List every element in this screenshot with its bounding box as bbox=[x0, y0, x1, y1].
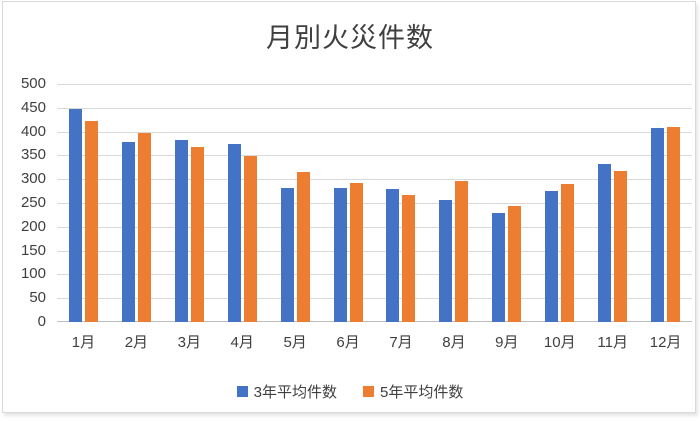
bar bbox=[402, 194, 416, 322]
legend-item: 5年平均件数 bbox=[363, 381, 463, 402]
y-tick-label: 0 bbox=[37, 313, 46, 330]
x-tick-label: 1月 bbox=[71, 334, 96, 351]
legend-label: 5年平均件数 bbox=[380, 384, 464, 401]
y-tick-label: 150 bbox=[20, 241, 46, 259]
bar bbox=[651, 127, 665, 322]
x-axis-labels: 1月 2月 3月 4月 5月 6月 7月 8月 9月 10月 11月 12月 bbox=[57, 331, 692, 352]
y-tick-label: 100 bbox=[20, 265, 46, 283]
bar-group bbox=[163, 84, 216, 322]
bar-group bbox=[639, 84, 692, 322]
bar-group bbox=[110, 84, 163, 322]
bar bbox=[455, 180, 469, 322]
y-tick-label: 450 bbox=[20, 98, 46, 116]
x-tick-label: 7月 bbox=[389, 334, 413, 351]
gridline bbox=[57, 131, 692, 133]
bar-group bbox=[533, 84, 586, 322]
legend-item: 3年平均件数 bbox=[236, 381, 337, 402]
gridline bbox=[57, 203, 692, 204]
x-tick-label: 5月 bbox=[283, 334, 307, 351]
bar bbox=[227, 143, 241, 322]
bar-groups bbox=[57, 84, 692, 322]
bar bbox=[174, 139, 188, 322]
plot-area bbox=[57, 84, 692, 322]
bar bbox=[333, 187, 347, 322]
chart-title: 月別火災件数 bbox=[266, 23, 434, 53]
bar-group bbox=[269, 84, 322, 322]
bar bbox=[386, 188, 400, 322]
gridline bbox=[57, 179, 692, 181]
legend-swatch-icon bbox=[236, 386, 248, 397]
y-tick-label: 50 bbox=[29, 289, 46, 307]
bar bbox=[545, 190, 559, 322]
gridline bbox=[57, 274, 692, 276]
bar bbox=[190, 146, 204, 322]
bar bbox=[137, 133, 151, 322]
x-tick-label: 10月 bbox=[543, 334, 576, 351]
bar bbox=[614, 170, 628, 322]
bar-group bbox=[57, 84, 110, 322]
bar bbox=[561, 184, 575, 322]
gridline bbox=[57, 107, 692, 109]
y-tick-label: 500 bbox=[20, 75, 46, 92]
bar bbox=[508, 206, 522, 322]
bar bbox=[68, 108, 82, 322]
bar-group bbox=[480, 84, 533, 322]
bar bbox=[439, 200, 453, 322]
legend-swatch-icon bbox=[363, 386, 374, 397]
y-tick-label: 300 bbox=[20, 170, 46, 188]
bar bbox=[84, 121, 98, 322]
gridline bbox=[57, 250, 692, 252]
y-tick-label: 200 bbox=[20, 217, 46, 235]
legend-label: 3年平均件数 bbox=[253, 384, 337, 401]
x-tick-label: 2月 bbox=[124, 334, 149, 351]
bar bbox=[598, 164, 612, 322]
bar-group bbox=[427, 84, 480, 322]
bar bbox=[667, 127, 681, 322]
legend: 3年平均件数 5年平均件数 bbox=[0, 381, 700, 402]
x-tick-label: 3月 bbox=[177, 334, 201, 351]
x-tick-label: 4月 bbox=[230, 334, 254, 351]
x-tick-label: 9月 bbox=[495, 334, 519, 351]
y-axis-labels: 0 50 100 150 200 250 300 350 400 450 500 bbox=[0, 75, 46, 330]
bar bbox=[243, 155, 257, 322]
y-tick-label: 250 bbox=[20, 194, 46, 211]
gridline bbox=[57, 226, 692, 228]
y-tick-label: 350 bbox=[20, 146, 46, 164]
bar-group bbox=[216, 84, 269, 322]
x-tick-label: 12月 bbox=[649, 334, 682, 351]
chart-border bbox=[2, 1, 696, 413]
bar bbox=[121, 142, 135, 322]
bar bbox=[296, 171, 310, 322]
x-tick-label: 6月 bbox=[336, 334, 360, 351]
gridline bbox=[57, 84, 692, 85]
gridline bbox=[57, 298, 692, 300]
x-axis-line bbox=[57, 321, 692, 322]
bar bbox=[280, 187, 294, 322]
bar bbox=[492, 213, 506, 322]
bar-group bbox=[375, 84, 428, 322]
x-tick-label: 8月 bbox=[442, 334, 466, 351]
gridline bbox=[57, 155, 692, 157]
bar bbox=[349, 183, 363, 322]
bar-group bbox=[586, 84, 639, 322]
y-tick-label: 400 bbox=[20, 122, 46, 140]
bar-group bbox=[322, 84, 375, 322]
x-tick-label: 11月 bbox=[597, 334, 628, 351]
